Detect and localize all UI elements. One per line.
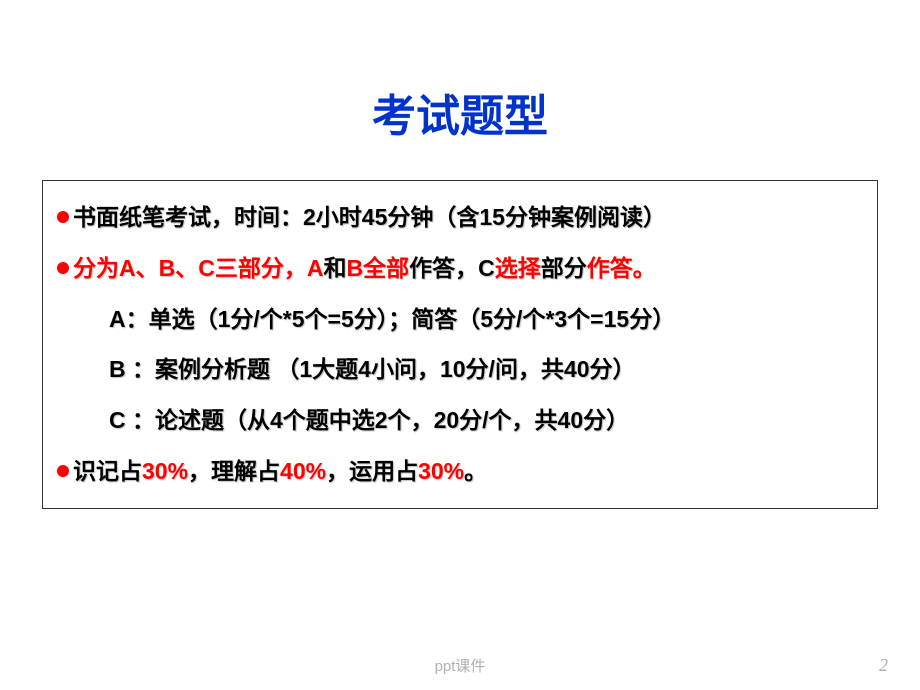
text-segment: 作答，C: [409, 255, 495, 281]
line-4: B ：案例分析题 （1大题4小问，10分/问，共40分）: [57, 351, 863, 388]
slide: 考试题型 书面纸笔考试，时间：2小时45分钟（含15分钟案例阅读） 分为A、B、…: [0, 0, 920, 690]
text-segment: 40%: [280, 458, 326, 484]
line-1-text: 书面纸笔考试，时间：2小时45分钟（含15分钟案例阅读）: [73, 204, 666, 230]
text-segment: B ：案例分析题 （1大题4小问，10分/问，共40分）: [109, 356, 636, 382]
text-segment: 书面纸笔考试，时间：2小时45分钟（含15分钟案例阅读）: [73, 204, 666, 230]
line-3-text: A：单选（1分/个*5个=5分）；简答（5分/个*3个=15分）: [109, 306, 675, 332]
text-segment: 。: [464, 458, 487, 484]
page-number: 2: [879, 655, 888, 676]
line-2: 分为A、B、C三部分，A和B全部作答，C选择部分作答。: [57, 250, 863, 287]
line-2-text: 分为A、B、C三部分，A和B全部作答，C选择部分作答。: [73, 255, 656, 281]
footer: ppt课件 2: [0, 655, 920, 676]
text-segment: 作答。: [587, 255, 656, 281]
line-5: C ：论述题（从4个题中选2个，20分/个，共40分）: [57, 402, 863, 439]
line-6-text: 识记占30%，理解占40%，运用占30%。: [73, 458, 487, 484]
text-segment: 识记占: [73, 458, 142, 484]
line-6: 识记占30%，理解占40%，运用占30%。: [57, 453, 863, 490]
text-segment: B全部: [346, 255, 409, 281]
text-segment: 部分: [541, 255, 587, 281]
text-segment: 选择: [495, 255, 541, 281]
slide-title: 考试题型: [0, 80, 920, 144]
line-4-text: B ：案例分析题 （1大题4小问，10分/问，共40分）: [109, 356, 636, 382]
bullet-icon: [57, 465, 69, 477]
text-segment: A：单选（1分/个*5个=5分）；简答（5分/个*3个=15分）: [109, 306, 675, 332]
text-segment: 分为A、B、C三部分，A: [73, 255, 323, 281]
text-segment: 和: [323, 255, 346, 281]
line-1: 书面纸笔考试，时间：2小时45分钟（含15分钟案例阅读）: [57, 199, 863, 236]
text-segment: 30%: [142, 458, 188, 484]
bullet-icon: [57, 211, 69, 223]
footer-label: ppt课件: [0, 655, 920, 676]
text-segment: 30%: [418, 458, 464, 484]
text-segment: ，理解占: [188, 458, 280, 484]
text-segment: ，运用占: [326, 458, 418, 484]
bullet-icon: [57, 262, 69, 274]
line-5-text: C ：论述题（从4个题中选2个，20分/个，共40分）: [109, 407, 629, 433]
text-segment: C ：论述题（从4个题中选2个，20分/个，共40分）: [109, 407, 629, 433]
line-3: A：单选（1分/个*5个=5分）；简答（5分/个*3个=15分）: [57, 301, 863, 338]
content-box: 书面纸笔考试，时间：2小时45分钟（含15分钟案例阅读） 分为A、B、C三部分，…: [42, 180, 878, 509]
